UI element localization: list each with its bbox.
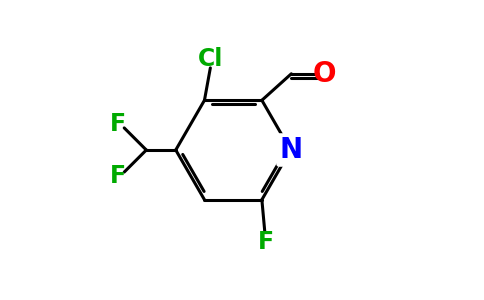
Text: O: O xyxy=(313,60,336,88)
Text: F: F xyxy=(110,112,126,136)
Text: F: F xyxy=(258,230,274,254)
Text: N: N xyxy=(279,136,302,164)
Text: F: F xyxy=(110,164,126,188)
Text: N: N xyxy=(279,136,302,164)
Text: Cl: Cl xyxy=(197,47,223,71)
